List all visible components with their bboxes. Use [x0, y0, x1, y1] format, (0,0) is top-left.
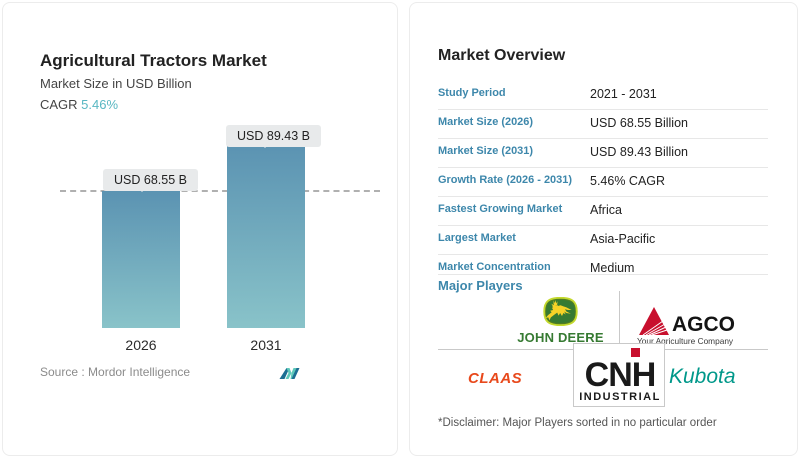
svg-text:AGCO: AGCO: [672, 313, 735, 336]
svg-text:CNH: CNH: [585, 356, 656, 394]
svg-text:INDUSTRIAL: INDUSTRIAL: [579, 391, 661, 403]
